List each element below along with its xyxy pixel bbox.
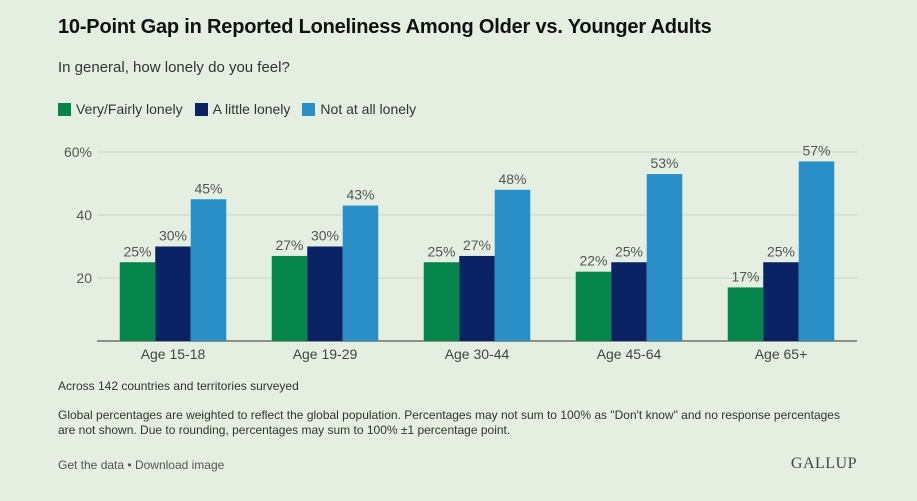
bar xyxy=(342,205,379,341)
legend-swatch-not-at-all-lonely xyxy=(302,102,316,116)
footer-separator: • xyxy=(127,458,132,472)
y-tick-label: 40 xyxy=(76,207,92,223)
download-image-link[interactable]: Download image xyxy=(134,458,225,472)
legend-swatch-a-little-lonely xyxy=(194,102,208,116)
legend-label: Not at all lonely xyxy=(320,101,417,117)
legend-label: Very/Fairly lonely xyxy=(76,101,183,117)
bar xyxy=(459,255,495,341)
footer-links: Get the data • Download image xyxy=(58,458,224,472)
data-label: 30% xyxy=(311,228,339,244)
data-label: 27% xyxy=(275,237,303,253)
bar xyxy=(494,189,531,341)
data-label: 43% xyxy=(346,187,374,203)
bar xyxy=(423,262,460,341)
legend-label: A little lonely xyxy=(212,101,291,117)
x-category-label: Age 45-64 xyxy=(597,346,662,362)
bar xyxy=(155,246,191,341)
gallup-logo: GALLUP xyxy=(790,455,857,472)
x-category-label: Age 15-18 xyxy=(141,346,206,362)
bar xyxy=(307,246,343,341)
legend-item-a-little-lonely: A little lonely xyxy=(194,101,291,117)
bar xyxy=(611,262,647,341)
get-data-link[interactable]: Get the data xyxy=(58,458,125,472)
bar xyxy=(271,255,308,341)
data-label: 53% xyxy=(650,155,678,171)
data-label: 48% xyxy=(498,171,526,187)
scope-note: Across 142 countries and territories sur… xyxy=(58,379,299,393)
bar xyxy=(119,262,156,341)
bar xyxy=(575,271,612,341)
data-label: 25% xyxy=(123,243,151,259)
legend-swatch-very-fairly-lonely xyxy=(58,102,71,116)
data-label: 30% xyxy=(159,228,187,244)
x-category-label: Age 65+ xyxy=(755,346,808,362)
methodology-note: Global percentages are weighted to refle… xyxy=(58,408,840,437)
y-tick-label: 60% xyxy=(64,144,92,160)
data-label: 25% xyxy=(427,243,455,259)
bar xyxy=(798,161,835,341)
data-label: 25% xyxy=(615,243,643,259)
x-category-label: Age 30-44 xyxy=(445,346,510,362)
legend: Very/Fairly lonely A little lonely Not a… xyxy=(58,101,428,117)
chart-title: 10-Point Gap in Reported Loneliness Amon… xyxy=(58,16,712,38)
bar-chart: 20 40 60% 25% 30% 45% Age 15-18 27% 30% 43% Age 19… xyxy=(64,142,857,362)
data-label: 25% xyxy=(767,243,795,259)
bar xyxy=(190,199,227,341)
legend-item-very-fairly-lonely: Very/Fairly lonely xyxy=(58,101,183,117)
bar xyxy=(763,262,799,341)
data-label: 27% xyxy=(463,237,491,253)
y-tick-label: 20 xyxy=(76,270,92,286)
x-category-label: Age 19-29 xyxy=(293,346,358,362)
bar xyxy=(646,174,683,341)
data-label: 22% xyxy=(579,253,607,269)
data-label: 17% xyxy=(731,268,759,284)
data-label: 57% xyxy=(802,142,830,158)
data-label: 45% xyxy=(194,180,222,196)
legend-item-not-at-all-lonely: Not at all lonely xyxy=(302,101,416,117)
chart-subtitle: In general, how lonely do you feel? xyxy=(58,59,290,76)
bar xyxy=(727,287,764,341)
